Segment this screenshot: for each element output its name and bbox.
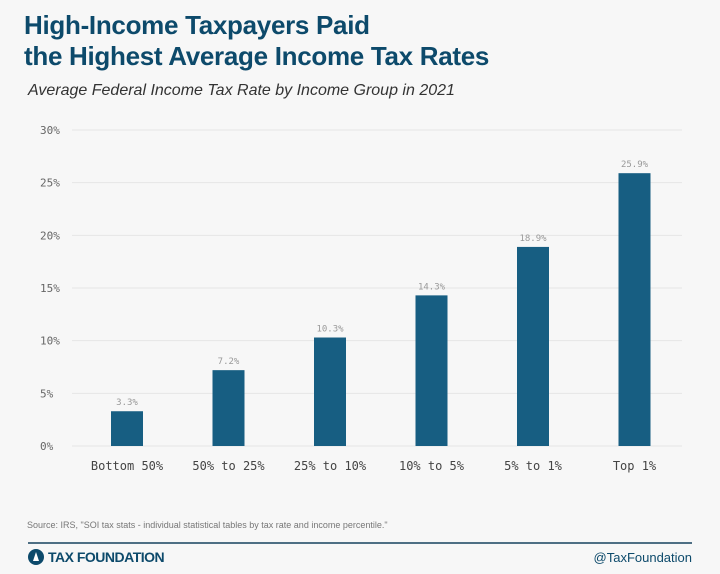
title-line-2: the Highest Average Income Tax Rates (24, 41, 490, 71)
x-tick-label: 5% to 1% (504, 459, 563, 473)
x-tick-label: 50% to 25% (192, 459, 265, 473)
data-label: 18.9% (519, 234, 547, 244)
x-tick-label: 10% to 5% (399, 459, 465, 473)
bar (415, 295, 448, 446)
y-tick-label: 10% (40, 335, 60, 348)
data-label: 10.3% (316, 325, 344, 335)
logo-icon (28, 549, 44, 565)
tax-foundation-logo: TAX FOUNDATION (28, 549, 165, 565)
footer-divider (28, 542, 692, 544)
data-label: 3.3% (116, 398, 138, 408)
bar (212, 370, 245, 446)
y-tick-label: 15% (40, 282, 60, 295)
y-tick-label: 0% (40, 440, 54, 453)
x-tick-label: 25% to 10% (294, 459, 367, 473)
x-tick-label: Bottom 50% (91, 459, 164, 473)
data-label: 14.3% (418, 282, 446, 292)
bar (111, 411, 143, 446)
twitter-handle: @TaxFoundation (593, 550, 692, 565)
source-note: Source: IRS, "SOI tax stats - individual… (27, 520, 388, 530)
y-tick-label: 25% (40, 177, 60, 190)
x-tick-label: Top 1% (613, 459, 657, 473)
bar (314, 337, 346, 446)
data-label: 7.2% (218, 357, 240, 367)
logo-text: TAX FOUNDATION (48, 549, 165, 565)
data-label: 25.9% (621, 160, 649, 170)
bar (618, 173, 651, 447)
y-tick-label: 20% (40, 229, 60, 242)
title-line-1: High-Income Taxpayers Paid (24, 10, 370, 40)
chart-subtitle: Average Federal Income Tax Rate by Incom… (28, 82, 455, 99)
bar (517, 246, 549, 446)
chart-title: High-Income Taxpayers Paid the Highest A… (24, 10, 489, 72)
y-tick-label: 30% (40, 124, 60, 137)
y-tick-label: 5% (40, 387, 54, 400)
